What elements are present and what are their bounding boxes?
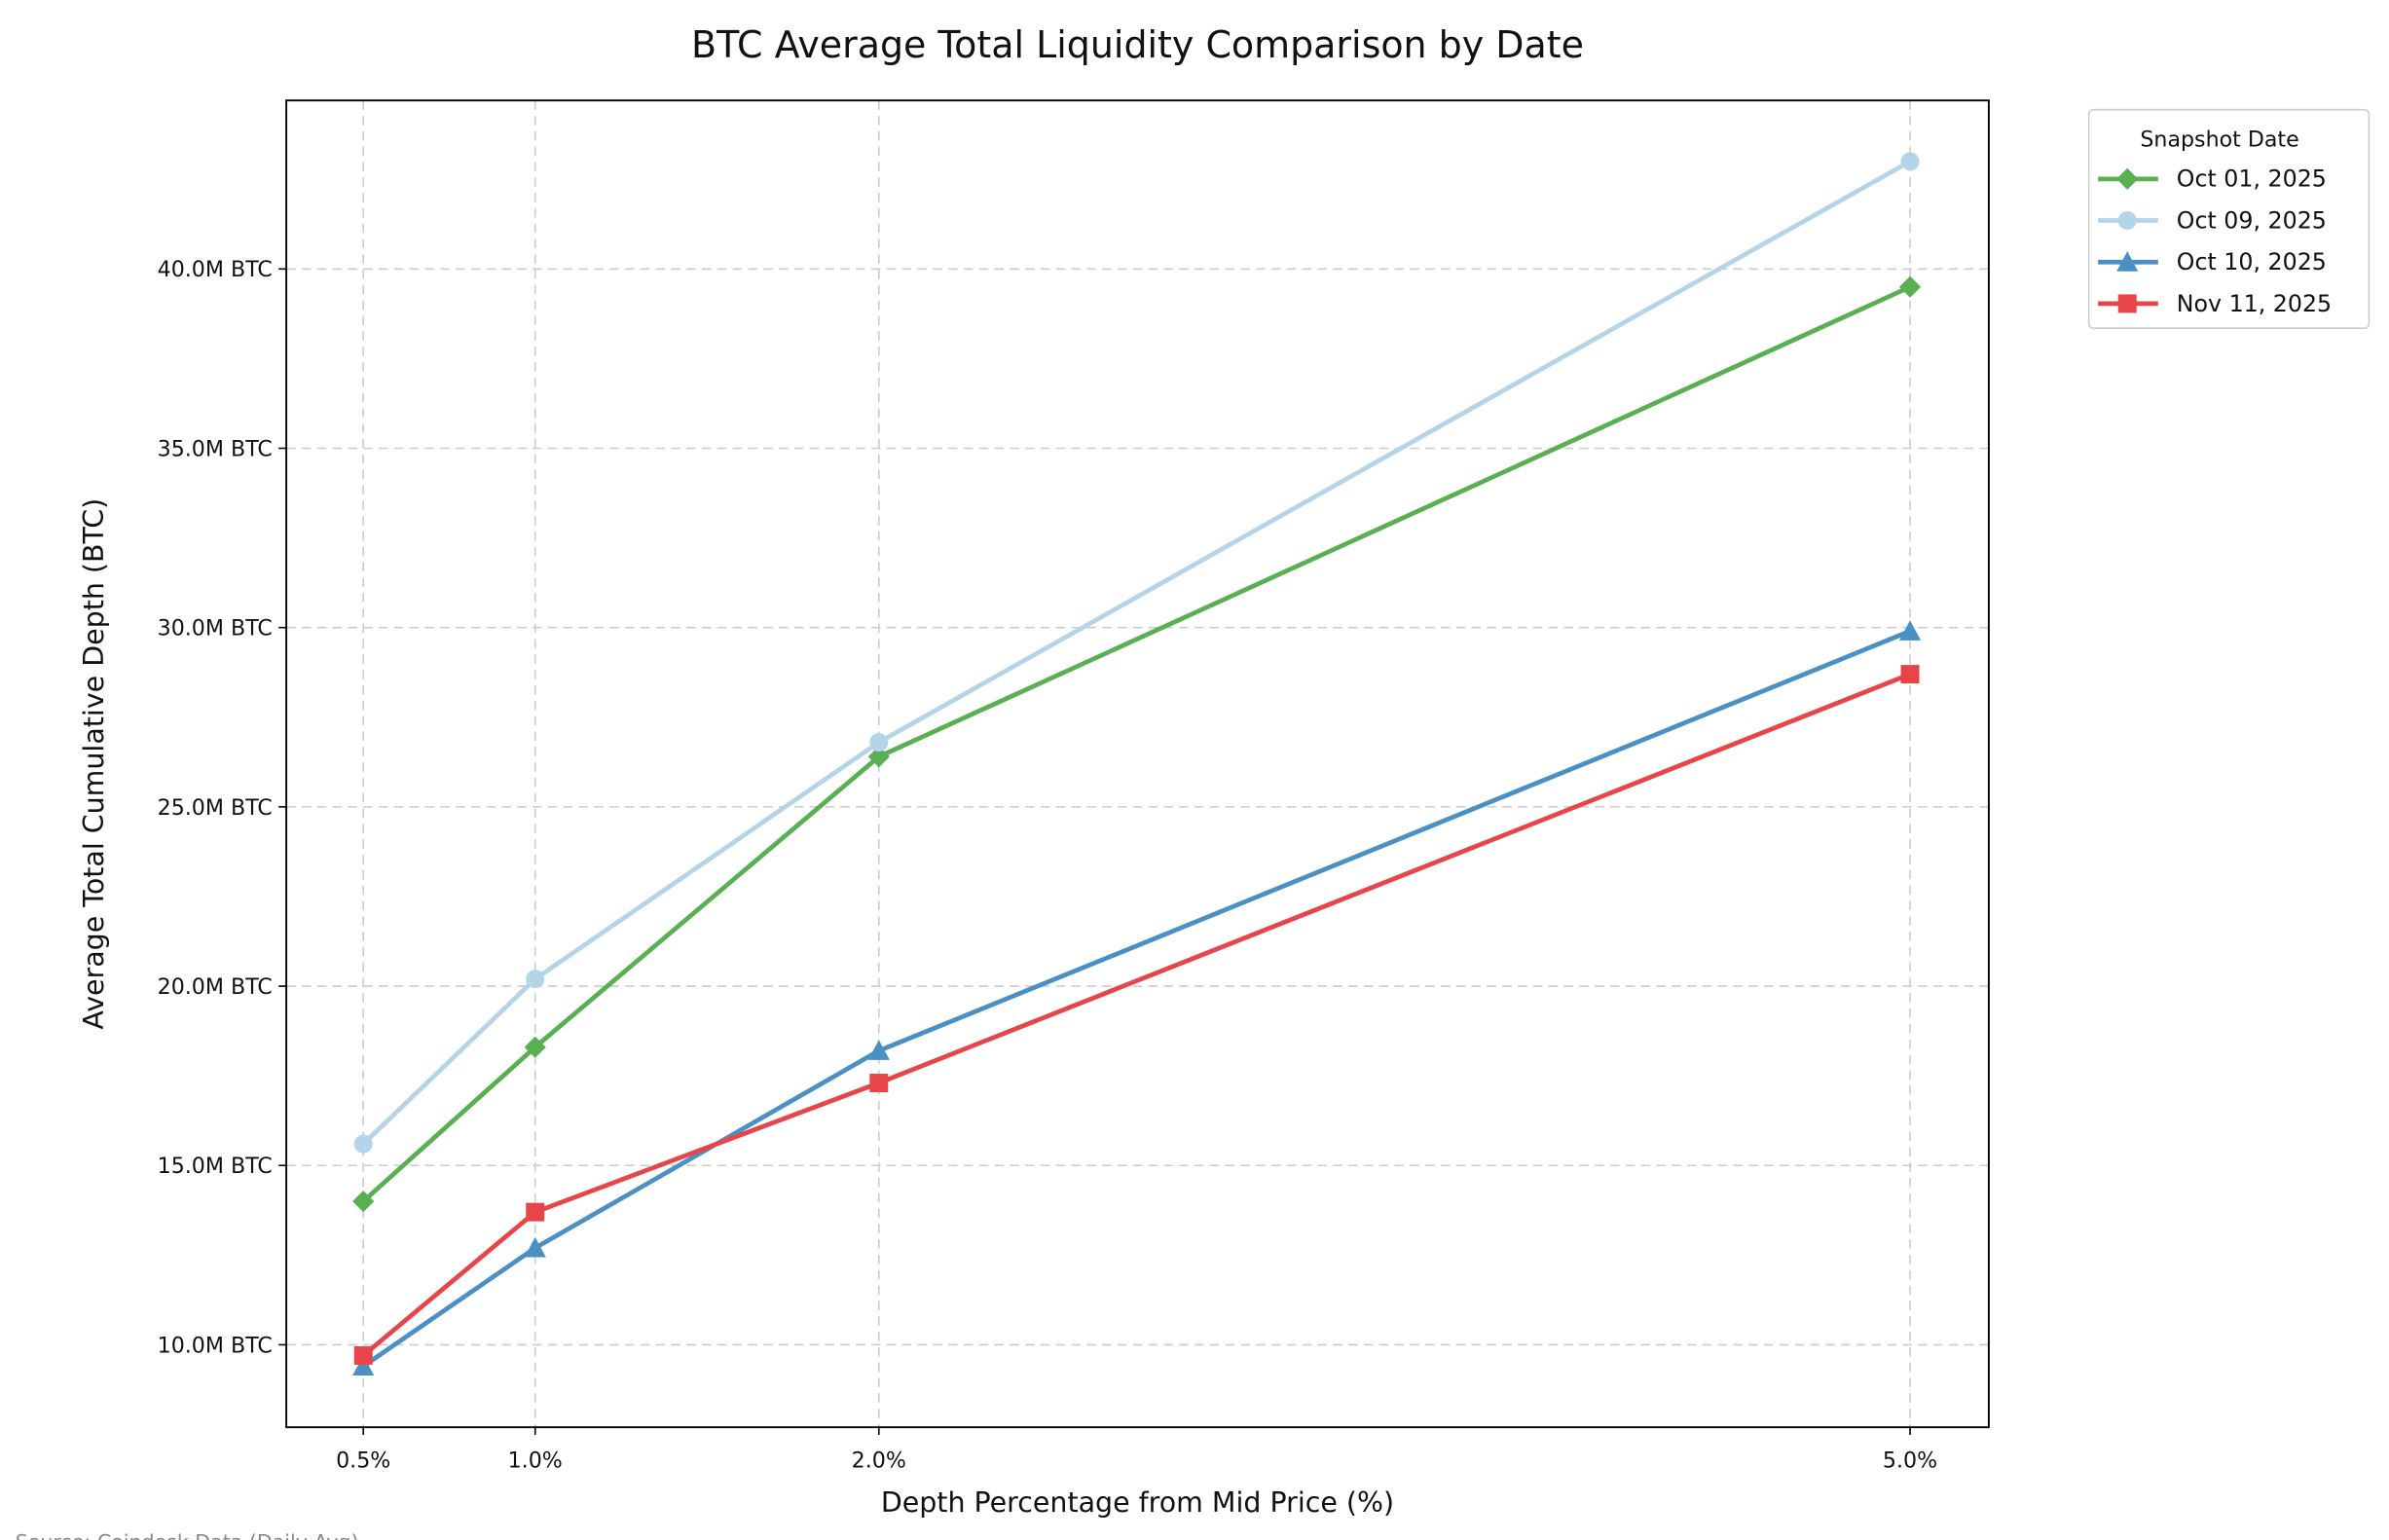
x-tick-label: 5.0%	[1883, 1448, 1937, 1473]
chart-title: BTC Average Total Liquidity Comparison b…	[691, 23, 1584, 66]
y-tick-label: 15.0M BTC	[158, 1154, 273, 1179]
legend-marker-triangle-icon	[2116, 251, 2139, 272]
data-point	[867, 1040, 890, 1060]
data-point	[1898, 620, 1922, 641]
data-point	[353, 1134, 373, 1154]
data-point	[352, 1355, 375, 1376]
series-nov-11-2025	[353, 665, 1920, 1365]
data-point	[352, 1191, 375, 1213]
legend: Snapshot Date Oct 01, 2025 Oct 09, 2025 Oc…	[2087, 108, 2371, 329]
data-point	[1900, 152, 1920, 171]
grid	[286, 100, 1989, 1428]
legend-title: Snapshot Date	[2140, 128, 2298, 153]
data-point	[1900, 665, 1920, 684]
series-oct-01-2025	[352, 275, 1922, 1213]
x-axis-label: Depth Percentage from Mid Price (%)	[881, 1486, 1394, 1519]
series-line	[361, 284, 1912, 1203]
series-line	[361, 672, 1911, 1358]
legend-marker-square-icon	[2117, 294, 2137, 313]
data-point	[526, 1202, 545, 1222]
legend-label: Nov 11, 2025	[2177, 290, 2332, 317]
y-tick-label: 25.0M BTC	[158, 795, 273, 821]
y-tick-label: 10.0M BTC	[158, 1333, 273, 1358]
legend-label: Oct 10, 2025	[2177, 248, 2327, 275]
data-point	[526, 970, 545, 989]
series-group	[352, 152, 1922, 1376]
series-oct-10-2025	[352, 620, 1922, 1376]
x-tick-label: 1.0%	[508, 1448, 563, 1473]
y-axis-label: Average Total Cumulative Depth (BTC)	[78, 498, 110, 1030]
x-tick-label: 2.0%	[852, 1448, 906, 1473]
ticks: 0.5% 1.0% 2.0% 5.0% 10.0M BTC 15.0M BTC 20.0M …	[158, 257, 1938, 1473]
series-line	[361, 159, 1912, 1146]
series-oct-09-2025	[353, 152, 1920, 1154]
source-note: Source: Coindesk Data (Daily Avg)	[16, 1530, 359, 1540]
x-tick-label: 0.5%	[336, 1448, 390, 1473]
data-point	[353, 1346, 373, 1365]
data-point	[869, 733, 889, 752]
data-point	[524, 1236, 546, 1258]
plot-frame	[285, 99, 1990, 1429]
data-point	[524, 1036, 546, 1058]
y-tick-label: 35.0M BTC	[158, 436, 273, 461]
y-tick-label: 40.0M BTC	[158, 257, 273, 282]
legend-marker-circle-icon	[2117, 211, 2137, 231]
y-tick-label: 20.0M BTC	[158, 974, 273, 1000]
y-tick-label: 30.0M BTC	[158, 616, 273, 642]
data-point	[869, 1074, 889, 1093]
legend-frame	[2087, 108, 2371, 329]
legend-label: Oct 01, 2025	[2177, 165, 2327, 193]
legend-marker-diamond-icon	[2116, 167, 2139, 190]
legend-label: Oct 09, 2025	[2177, 206, 2327, 234]
data-point	[1898, 275, 1922, 298]
